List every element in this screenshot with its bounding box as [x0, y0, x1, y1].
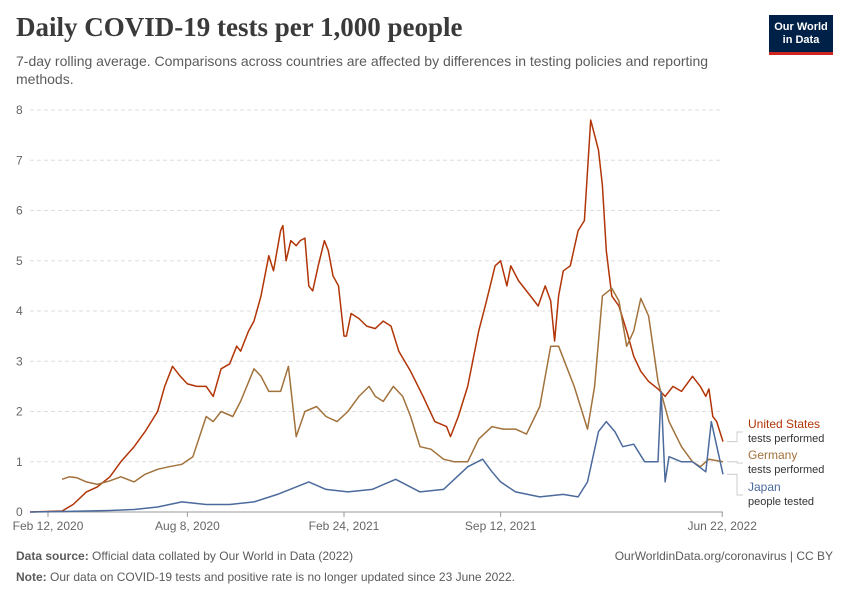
- x-tick-label: Jun 22, 2022: [688, 519, 758, 533]
- note-text: Our data on COVID-19 tests and positive …: [50, 570, 515, 584]
- owid-logo[interactable]: Our World in Data: [769, 15, 833, 55]
- logo-line1: Our World: [774, 20, 828, 33]
- y-tick-label: 4: [16, 304, 23, 318]
- source-text: Official data collated by Our World in D…: [92, 549, 354, 563]
- series-line-germany: [61, 287, 724, 486]
- y-tick-label: 8: [16, 103, 23, 117]
- legend-sublabel-japan: people tested: [748, 496, 814, 508]
- chart-subtitle: 7-day rolling average. Comparisons acros…: [16, 53, 709, 87]
- source-url-link[interactable]: OurWorldinData.org/coronavirus | CC BY: [614, 549, 833, 563]
- legend-label-germany: Germany: [748, 448, 797, 462]
- source-line: Data source: Official data collated by O…: [16, 549, 353, 563]
- legend-label-japan: Japan: [748, 480, 781, 494]
- y-tick-label: 2: [16, 405, 23, 419]
- logo-line2: in Data: [782, 33, 820, 46]
- y-tick-label: 1: [16, 455, 23, 469]
- y-tick-label: 0: [16, 505, 23, 519]
- y-tick-label: 6: [16, 204, 23, 218]
- chart-title: Daily COVID-19 tests per 1,000 people: [16, 12, 463, 42]
- series-line-japan: [29, 390, 724, 513]
- note-line: Note: Our data on COVID-19 tests and pos…: [16, 570, 515, 584]
- y-tick-label: 5: [16, 254, 23, 268]
- legend-connector: [727, 461, 743, 464]
- y-tick-label: 3: [16, 354, 23, 368]
- legend-connector: [727, 473, 743, 496]
- legend-label-us: United States: [748, 417, 820, 431]
- legend-sublabel-germany: tests performed: [748, 464, 824, 476]
- legend-sublabel-us: tests performed: [748, 433, 824, 445]
- series-line-us: [29, 119, 724, 513]
- x-tick-label: Feb 12, 2020: [13, 519, 84, 533]
- x-tick-label: Sep 12, 2021: [465, 519, 537, 533]
- x-tick-label: Feb 24, 2021: [309, 519, 380, 533]
- legend-connector: [727, 431, 743, 443]
- x-tick-label: Aug 8, 2020: [155, 519, 220, 533]
- y-tick-label: 7: [16, 153, 23, 167]
- source-label: Data source:: [16, 549, 89, 563]
- note-label: Note:: [16, 570, 47, 584]
